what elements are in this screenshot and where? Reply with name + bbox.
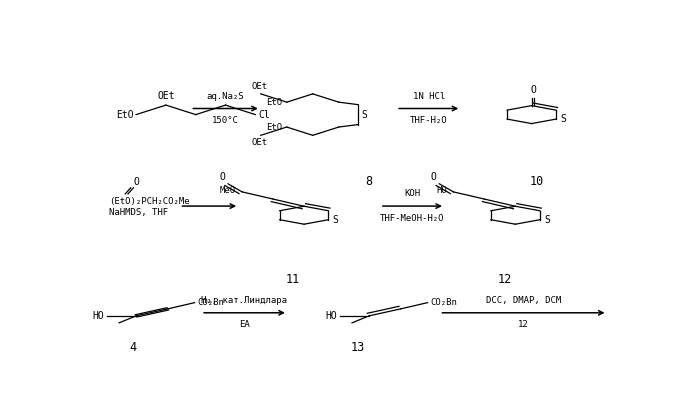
Text: (EtO)₂PCH₂CO₂Me: (EtO)₂PCH₂CO₂Me xyxy=(109,197,189,206)
Text: OEt: OEt xyxy=(251,82,267,91)
Text: aq.Na₂S: aq.Na₂S xyxy=(207,92,245,101)
Text: HO: HO xyxy=(92,311,104,321)
Text: OEt: OEt xyxy=(251,138,267,147)
Text: Cl: Cl xyxy=(258,110,270,120)
Text: THF-MeOH-H₂O: THF-MeOH-H₂O xyxy=(380,214,445,223)
Text: 8: 8 xyxy=(366,175,373,188)
Text: S: S xyxy=(544,215,550,225)
Text: H₂, кат.Линдлара: H₂, кат.Линдлара xyxy=(201,296,287,305)
Text: CO₂Bn: CO₂Bn xyxy=(431,298,457,307)
Text: 10: 10 xyxy=(530,175,544,188)
Text: DCC, DMAP, DCM: DCC, DMAP, DCM xyxy=(486,296,561,305)
Text: EtO: EtO xyxy=(116,110,134,120)
Text: O: O xyxy=(134,177,139,187)
Text: NaHMDS, THF: NaHMDS, THF xyxy=(109,208,168,217)
Text: O: O xyxy=(431,172,437,182)
Text: EA: EA xyxy=(239,320,250,329)
Text: 11: 11 xyxy=(286,273,301,286)
Text: 12: 12 xyxy=(498,273,512,286)
Text: 150°C: 150°C xyxy=(212,116,239,125)
Text: S: S xyxy=(361,110,368,120)
Text: 13: 13 xyxy=(351,341,366,354)
Text: KOH: KOH xyxy=(404,189,421,198)
Text: EtO: EtO xyxy=(266,122,282,131)
Text: O: O xyxy=(531,85,536,95)
Text: 1N HCl: 1N HCl xyxy=(412,92,445,101)
Text: CO₂Bn: CO₂Bn xyxy=(197,298,224,307)
Text: 12: 12 xyxy=(518,320,529,329)
Text: EtO: EtO xyxy=(266,98,282,107)
Text: OEt: OEt xyxy=(157,91,175,101)
Text: MeO: MeO xyxy=(219,186,236,194)
Text: O: O xyxy=(219,172,225,182)
Text: S: S xyxy=(333,215,339,225)
Text: HO: HO xyxy=(436,186,447,194)
Text: S: S xyxy=(561,114,566,124)
Text: HO: HO xyxy=(325,311,337,321)
Text: 4: 4 xyxy=(130,341,137,354)
Text: THF-H₂O: THF-H₂O xyxy=(410,116,447,125)
